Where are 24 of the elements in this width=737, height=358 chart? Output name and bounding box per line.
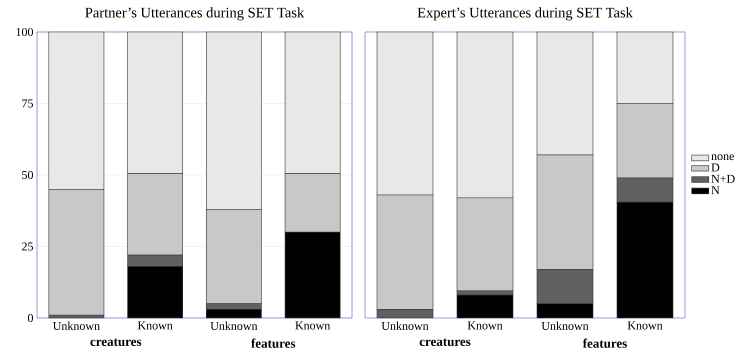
x-tick-label: Known — [295, 322, 330, 330]
legend-label: N — [711, 186, 720, 194]
x-tick-label: Known — [468, 322, 502, 330]
x-tick-label: Known — [628, 322, 662, 330]
text: features — [582, 338, 627, 348]
x-tick-label: Known — [138, 322, 173, 330]
x-tick-label: Unknown — [52, 322, 100, 330]
y-tick-label: 100 — [16, 28, 34, 36]
bar — [456, 294, 514, 318]
legend-label: N+D — [711, 174, 735, 183]
text: features — [251, 338, 296, 348]
y-tick-label: 25 — [22, 242, 34, 251]
y-tick-label: 50 — [22, 170, 34, 180]
y-tick-label: 75 — [22, 100, 34, 108]
legend-label: none — [711, 154, 734, 160]
x-tick-label: Unknown — [382, 322, 428, 330]
text: creatures — [420, 338, 470, 346]
chart-title: Expert’s Utterances during SET Task — [418, 7, 633, 20]
x-tick-label: Unknown — [210, 322, 258, 330]
chart-title: Partner’s Utterances during SET Task — [85, 7, 304, 20]
x-tick-label: Unknown — [542, 322, 588, 330]
y-tick-label: 0 — [28, 314, 34, 322]
legend-label: D — [711, 164, 720, 172]
text: creatures — [90, 338, 142, 346]
